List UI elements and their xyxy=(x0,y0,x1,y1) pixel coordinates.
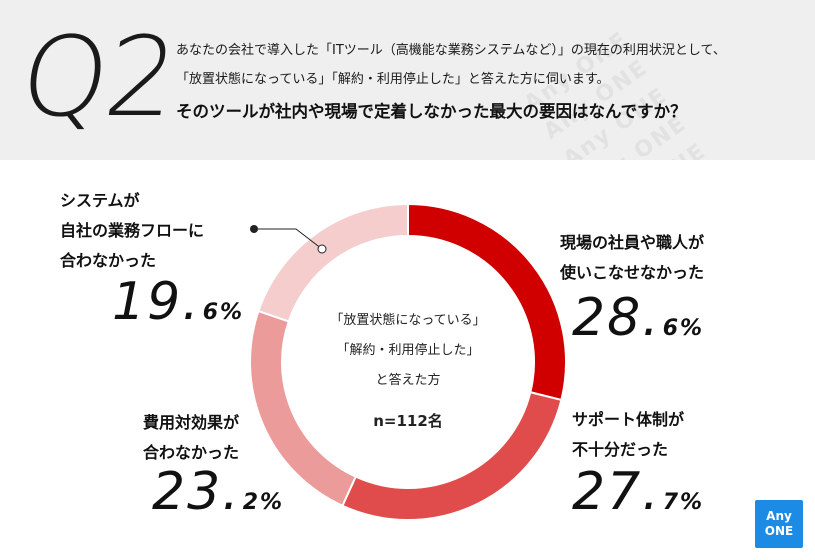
context-line: 「放置状態になっている」「解約・利用停止した」と答えた方に伺います。 xyxy=(176,72,610,87)
center-line-2: 「解約・利用停止した」 xyxy=(336,343,480,358)
leader-line xyxy=(254,228,323,250)
leader-dot-end xyxy=(317,244,327,254)
label-cost-effectiveness: 費用対効果が 合わなかった xyxy=(143,413,240,462)
percent-cost-effectiveness: 23.2% xyxy=(152,462,285,522)
percent-users-could-not-use: 28.6% xyxy=(572,288,705,348)
percent-workflow-mismatch: 19.6% xyxy=(112,272,245,332)
chart-center-label: 「放置状態になっている」 「解約・利用停止した」 と答えた方 n=112名 xyxy=(308,306,508,436)
question-context: あなたの会社で導入した「ITツール（高機能な業務システムなど）」の現在の利用状況… xyxy=(176,36,726,94)
label-users-could-not-use: 現場の社員や職人が 使いこなせなかった xyxy=(560,233,705,282)
context-line: あなたの会社で導入した「ITツール（高機能な業務システムなど）」の現在の利用状況… xyxy=(176,43,726,58)
label-workflow-mismatch: システムが 自社の業務フローに 合わなかった xyxy=(60,191,205,270)
center-line-3: と答えた方 xyxy=(375,373,441,388)
slice-workflow-mismatch xyxy=(257,202,409,323)
anyone-logo: Any ONE xyxy=(755,500,803,548)
sample-size: n=112名 xyxy=(373,412,443,430)
header-panel: Any ONE Any ONE Any ONE Any ONE Any ONE … xyxy=(0,0,815,160)
percent-support-insufficient: 27.7% xyxy=(572,462,705,522)
leader-dot-start xyxy=(250,225,258,233)
label-support-insufficient: サポート体制が 不十分だった xyxy=(572,410,685,459)
center-line-1: 「放置状態になっている」 xyxy=(330,313,486,328)
question-title: そのツールが社内や現場で定着しなかった最大の要因はなんですか？ xyxy=(176,102,687,121)
